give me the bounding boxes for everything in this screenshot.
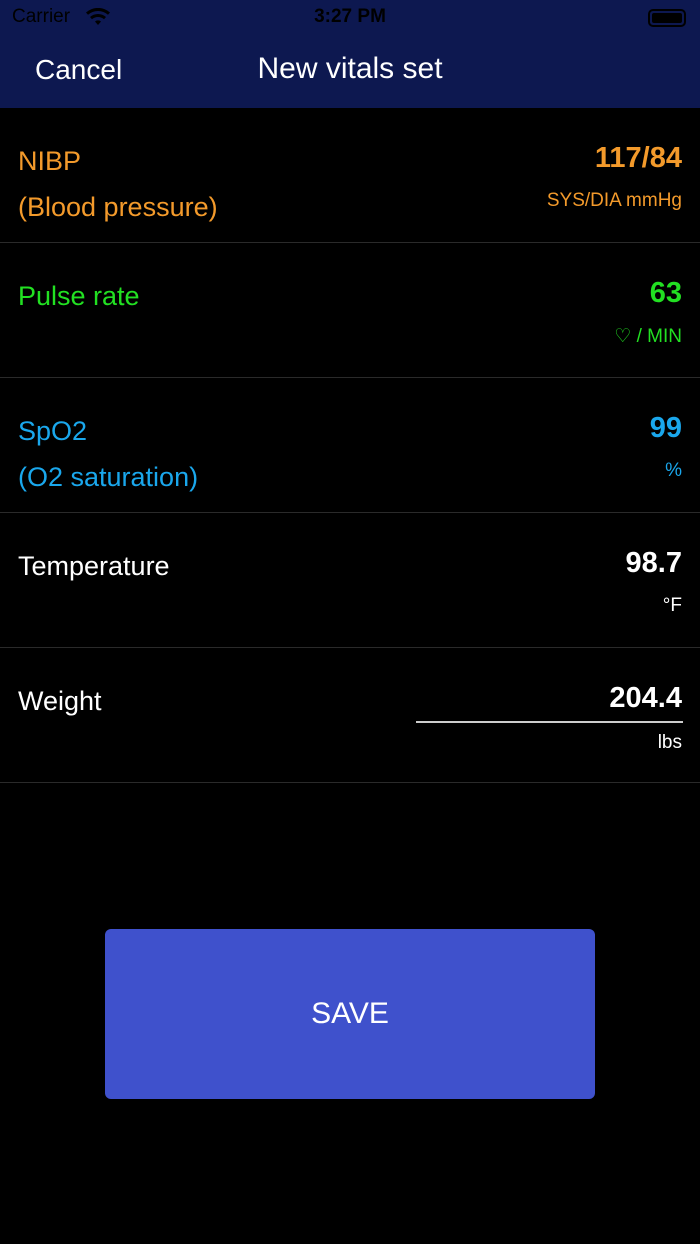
wifi-icon — [86, 8, 110, 25]
vital-unit: % — [665, 460, 682, 481]
vital-label: Pulse rate — [18, 273, 140, 319]
vital-value[interactable]: 63 — [649, 277, 682, 309]
vital-subname: (O2 saturation) — [18, 462, 199, 492]
vital-value[interactable]: 117/84 — [594, 142, 682, 174]
vital-value[interactable]: 99 — [649, 412, 682, 444]
vital-row-spo2[interactable]: SpO2 (O2 saturation) 99 % — [0, 378, 700, 513]
weight-input[interactable]: 204.4 — [609, 682, 682, 714]
battery-icon — [648, 9, 686, 27]
vital-label: NIBP (Blood pressure) — [18, 138, 218, 230]
vital-unit: SYS/DIA mmHg — [546, 190, 682, 211]
vital-row-nibp[interactable]: NIBP (Blood pressure) 117/84 SYS/DIA mmHg — [0, 108, 700, 243]
vital-name: Pulse rate — [18, 281, 140, 311]
clock: 3:27 PM — [314, 6, 386, 27]
vital-unit: ♡ / MIN — [614, 326, 682, 347]
save-button[interactable]: SAVE — [105, 929, 595, 1099]
cancel-button[interactable]: Cancel — [35, 54, 123, 85]
vital-row-pulse[interactable]: Pulse rate 63 ♡ / MIN — [0, 243, 700, 378]
page-title: New vitals set — [257, 52, 443, 85]
vital-unit: °F — [662, 595, 682, 616]
vital-label: Temperature — [18, 543, 170, 589]
carrier-label: Carrier — [12, 6, 71, 27]
vital-row-weight[interactable]: Weight 204.4 lbs — [0, 648, 700, 783]
vital-value[interactable]: 98.7 — [625, 547, 682, 579]
vital-name: Weight — [18, 686, 102, 716]
vital-name: NIBP — [18, 146, 82, 176]
vital-name: SpO2 — [18, 416, 88, 446]
input-underline — [416, 721, 683, 723]
vital-subname: (Blood pressure) — [18, 192, 218, 222]
vital-name: Temperature — [18, 551, 170, 581]
vital-label: SpO2 (O2 saturation) — [18, 408, 198, 500]
vital-label: Weight — [18, 678, 102, 724]
navigation-bar: Carrier 3:27 PM Cancel New vitals set — [0, 0, 700, 108]
vital-unit: lbs — [657, 732, 682, 753]
vital-row-temperature[interactable]: Temperature 98.7 °F — [0, 513, 700, 648]
